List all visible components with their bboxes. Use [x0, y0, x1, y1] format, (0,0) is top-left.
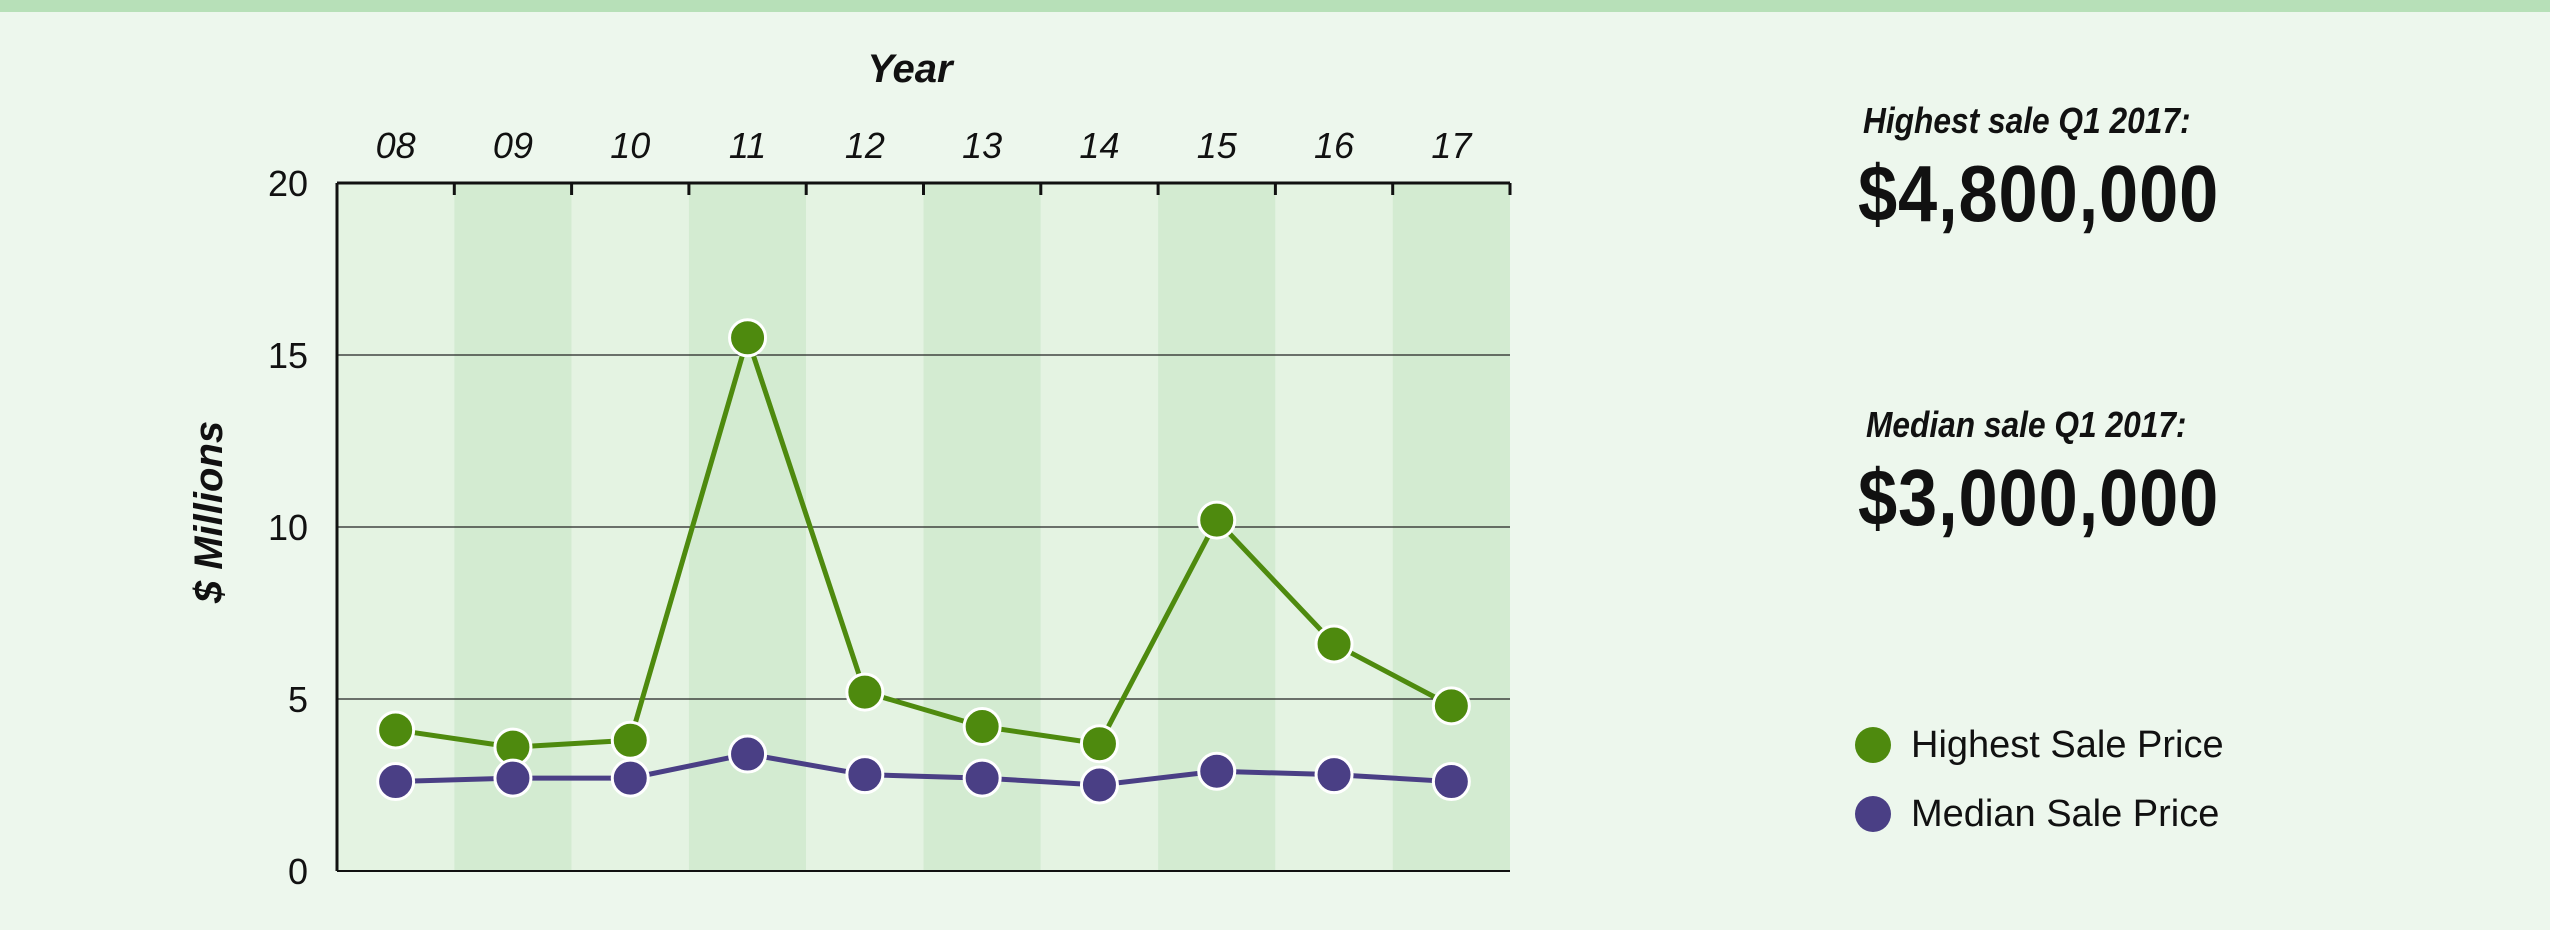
x-tick-label-13: 13 — [962, 125, 1002, 166]
x-tick-label-10: 10 — [610, 125, 650, 166]
data-point-highest-sale-price-11 — [728, 318, 768, 358]
x-tick-label-17: 17 — [1431, 125, 1473, 166]
x-tick-label-11: 11 — [729, 125, 766, 166]
x-tick-label-09: 09 — [493, 125, 533, 166]
data-point-highest-sale-price-08 — [376, 710, 416, 750]
data-point-highest-sale-price-15 — [1197, 500, 1237, 540]
highest-sale-label: Highest sale Q1 2017: — [1863, 100, 2191, 141]
x-tick-label-15: 15 — [1197, 125, 1238, 166]
axes — [335, 181, 1512, 872]
legend-swatch-median — [1855, 796, 1891, 832]
x-tick-label-14: 14 — [1079, 125, 1119, 166]
gridlines — [337, 354, 1510, 700]
highest-sale-value: $4,800,000 — [1858, 149, 2220, 238]
x-tick-label-08: 08 — [376, 125, 416, 166]
data-point-median-sale-price-08 — [376, 762, 416, 802]
x-axis-title: Year — [867, 47, 955, 91]
data-point-median-sale-price-12 — [845, 755, 885, 795]
top-accent-bar — [0, 0, 2550, 12]
data-point-median-sale-price-09 — [493, 758, 533, 798]
data-point-median-sale-price-13 — [962, 758, 1002, 798]
series-line-median-sale-price — [395, 751, 1452, 788]
legend-label-median: Median Sale Price — [1911, 792, 2220, 835]
data-point-median-sale-price-14 — [1079, 765, 1119, 805]
series-lines — [395, 335, 1453, 788]
series-points — [376, 318, 1471, 805]
y-tick-label-10: 10 — [268, 507, 308, 548]
median-sale-value: $3,000,000 — [1858, 453, 2220, 542]
legend-item-highest: Highest Sale Price — [1855, 720, 2224, 770]
data-point-highest-sale-price-12 — [845, 672, 885, 712]
y-tick-label-0: 0 — [288, 851, 308, 892]
series-line-highest-sale-price — [395, 335, 1453, 750]
y-tick-label-20: 20 — [268, 163, 308, 204]
median-sale-label: Median sale Q1 2017: — [1866, 404, 2187, 445]
data-point-median-sale-price-10 — [610, 758, 650, 798]
data-point-median-sale-price-15 — [1197, 751, 1237, 791]
data-point-median-sale-price-11 — [728, 734, 768, 774]
y-axis-title: $ Millions — [187, 421, 231, 604]
data-point-highest-sale-price-13 — [962, 707, 1002, 747]
data-point-median-sale-price-17 — [1431, 762, 1471, 802]
y-tick-labels: 0 5 10 15 20 — [268, 163, 308, 892]
y-tick-label-15: 15 — [268, 335, 308, 376]
x-tick-labels: 08 09 10 11 12 13 14 15 16 17 — [376, 125, 1474, 166]
legend-swatch-highest — [1855, 727, 1891, 763]
x-tick-label-16: 16 — [1314, 125, 1355, 166]
data-point-highest-sale-price-10 — [610, 720, 650, 760]
legend-item-median: Median Sale Price — [1855, 789, 2219, 839]
data-point-highest-sale-price-16 — [1314, 624, 1354, 664]
legend-label-highest: Highest Sale Price — [1911, 723, 2224, 766]
data-point-highest-sale-price-14 — [1079, 724, 1119, 764]
data-point-median-sale-price-16 — [1314, 755, 1354, 795]
y-tick-label-5: 5 — [288, 679, 308, 720]
x-tick-label-12: 12 — [845, 125, 885, 166]
data-point-highest-sale-price-17 — [1431, 686, 1471, 726]
